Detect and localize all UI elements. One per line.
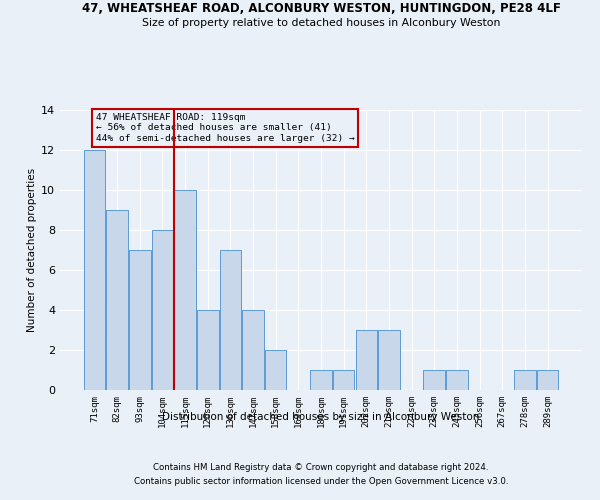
Text: 47, WHEATSHEAF ROAD, ALCONBURY WESTON, HUNTINGDON, PE28 4LF: 47, WHEATSHEAF ROAD, ALCONBURY WESTON, H… [82, 2, 560, 16]
Bar [333, 370, 355, 390]
Bar [242, 310, 264, 390]
Bar [265, 350, 286, 390]
Bar [424, 370, 445, 390]
Bar [514, 370, 536, 390]
Bar [129, 250, 151, 390]
Text: 47 WHEATSHEAF ROAD: 119sqm
← 56% of detached houses are smaller (41)
44% of semi: 47 WHEATSHEAF ROAD: 119sqm ← 56% of deta… [95, 113, 355, 143]
Bar [537, 370, 558, 390]
Bar [378, 330, 400, 390]
Text: Contains public sector information licensed under the Open Government Licence v3: Contains public sector information licen… [134, 477, 508, 486]
Bar [446, 370, 467, 390]
Text: Distribution of detached houses by size in Alconbury Weston: Distribution of detached houses by size … [163, 412, 479, 422]
Bar [152, 230, 173, 390]
Bar [175, 190, 196, 390]
Bar [356, 330, 377, 390]
Bar [220, 250, 241, 390]
Bar [197, 310, 218, 390]
Bar [84, 150, 105, 390]
Text: Size of property relative to detached houses in Alconbury Weston: Size of property relative to detached ho… [142, 18, 500, 28]
Y-axis label: Number of detached properties: Number of detached properties [27, 168, 37, 332]
Text: Contains HM Land Registry data © Crown copyright and database right 2024.: Contains HM Land Registry data © Crown c… [153, 464, 489, 472]
Bar [310, 370, 332, 390]
Bar [106, 210, 128, 390]
